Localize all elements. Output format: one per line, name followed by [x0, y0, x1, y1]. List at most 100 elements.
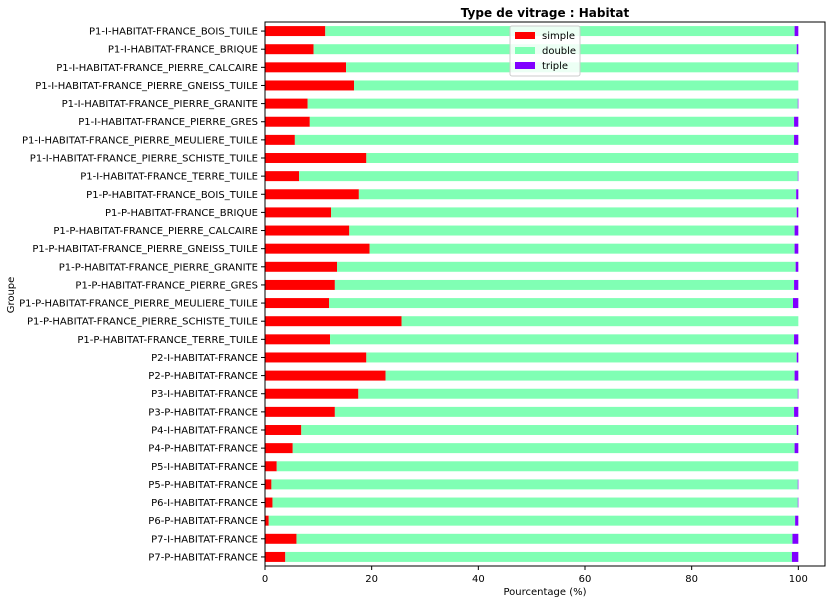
bar-triple-6: [794, 134, 799, 145]
bar-triple-28: [792, 533, 799, 544]
x-tick-label-1: 20: [365, 574, 378, 585]
x-axis-title: Pourcentage (%): [503, 587, 586, 598]
bar-double-6: [294, 134, 795, 145]
bar-double-16: [401, 316, 799, 327]
bar-triple-17: [794, 334, 799, 345]
y-tick-label-20: P3-I-HABITAT-FRANCE: [151, 389, 258, 400]
bar-simple-23: [265, 443, 293, 454]
bar-simple-16: [265, 316, 402, 327]
bar-simple-20: [265, 388, 359, 399]
x-tick-label-0: 0: [262, 574, 268, 585]
x-tick-label-2: 40: [472, 574, 485, 585]
bar-simple-21: [265, 406, 335, 417]
y-axis-title: Groupe: [6, 277, 17, 314]
bar-simple-4: [265, 98, 308, 109]
bar-triple-1: [796, 44, 799, 55]
bar-double-18: [366, 352, 797, 363]
bar-simple-28: [265, 533, 297, 544]
bar-simple-18: [265, 352, 367, 363]
bar-simple-24: [265, 461, 277, 472]
y-tick-label-9: P1-P-HABITAT-FRANCE_BOIS_TUILE: [86, 190, 258, 201]
y-tick-label-4: P1-I-HABITAT-FRANCE_PIERRE_GRANITE: [62, 99, 258, 110]
bar-double-28: [296, 533, 793, 544]
bar-triple-9: [796, 189, 799, 200]
bar-simple-8: [265, 171, 300, 182]
bar-triple-18: [796, 352, 799, 363]
bar-double-10: [331, 207, 797, 218]
y-tick-label-14: P1-P-HABITAT-FRANCE_PIERRE_GRES: [75, 280, 258, 291]
chart-title: Type de vitrage : Habitat: [461, 6, 630, 20]
x-tick-label-5: 100: [789, 574, 808, 585]
bar-simple-9: [265, 189, 359, 200]
legend-label-simple: simple: [542, 31, 575, 42]
bar-triple-12: [794, 243, 799, 254]
bar-triple-27: [795, 515, 799, 526]
bar-double-21: [334, 406, 795, 417]
bar-double-23: [292, 443, 795, 454]
bar-simple-1: [265, 44, 314, 55]
x-tick-label-3: 60: [579, 574, 592, 585]
bar-simple-17: [265, 334, 331, 345]
bar-double-24: [276, 461, 799, 472]
bar-triple-23: [794, 443, 799, 454]
bar-triple-25: [797, 479, 799, 490]
plot-area-frame: [264, 21, 826, 567]
bar-triple-11: [794, 225, 799, 236]
y-tick-label-13: P1-P-HABITAT-FRANCE_PIERRE_GRANITE: [59, 262, 258, 273]
y-tick-label-18: P2-I-HABITAT-FRANCE: [151, 353, 258, 364]
bar-triple-20: [797, 388, 799, 399]
bar-simple-29: [265, 551, 286, 562]
y-tick-label-10: P1-P-HABITAT-FRANCE_BRIQUE: [105, 208, 258, 219]
bar-triple-4: [797, 98, 799, 109]
y-tick-label-25: P5-P-HABITAT-FRANCE: [148, 480, 258, 491]
y-tick-label-21: P3-P-HABITAT-FRANCE: [148, 407, 258, 418]
bar-triple-29: [791, 551, 799, 562]
bar-double-13: [337, 261, 796, 272]
y-tick-label-22: P4-I-HABITAT-FRANCE: [151, 426, 258, 437]
bar-triple-13: [795, 261, 799, 272]
bar-simple-25: [265, 479, 272, 490]
bar-double-14: [334, 279, 795, 290]
x-axis-ticks: 0 20 40 60 80 100: [262, 566, 808, 585]
bar-double-27: [268, 515, 796, 526]
y-tick-label-11: P1-P-HABITAT-FRANCE_PIERRE_CALCAIRE: [53, 226, 258, 237]
y-tick-label-12: P1-P-HABITAT-FRANCE_PIERRE_GNEISS_TUILE: [32, 244, 258, 255]
bar-triple-10: [796, 207, 799, 218]
bar-simple-10: [265, 207, 332, 218]
y-tick-label-16: P1-P-HABITAT-FRANCE_PIERRE_SCHISTE_TUILE: [27, 317, 258, 328]
bar-simple-26: [265, 497, 273, 508]
y-tick-label-15: P1-P-HABITAT-FRANCE_PIERRE_MEULIERE_TUIL…: [19, 299, 258, 310]
bar-double-5: [309, 116, 795, 127]
bar-simple-19: [265, 370, 386, 381]
bar-double-3: [354, 80, 799, 91]
y-tick-label-7: P1-I-HABITAT-FRANCE_PIERRE_SCHISTE_TUILE: [30, 154, 258, 165]
bar-simple-14: [265, 279, 335, 290]
bar-double-22: [301, 425, 797, 435]
bar-double-12: [369, 243, 795, 254]
bar-simple-0: [265, 26, 326, 37]
y-tick-label-28: P7-I-HABITAT-FRANCE: [151, 534, 258, 545]
y-tick-label-17: P1-P-HABITAT-FRANCE_TERRE_TUILE: [77, 335, 258, 346]
bar-triple-8: [797, 171, 799, 182]
bar-triple-0: [794, 26, 799, 37]
legend-label-triple: triple: [542, 61, 568, 72]
bar-double-17: [330, 334, 795, 345]
bar-triple-2: [797, 62, 799, 73]
y-tick-label-2: P1-I-HABITAT-FRANCE_PIERRE_CALCAIRE: [56, 63, 258, 74]
bar-simple-3: [265, 80, 355, 91]
y-tick-label-3: P1-I-HABITAT-FRANCE_PIERRE_GNEISS_TUILE: [35, 81, 258, 92]
y-tick-label-26: P6-I-HABITAT-FRANCE: [151, 498, 258, 509]
legend-swatch-double: [515, 47, 535, 54]
y-tick-label-6: P1-I-HABITAT-FRANCE_PIERRE_MEULIERE_TUIL…: [22, 135, 258, 146]
bar-double-15: [329, 298, 793, 309]
bar-triple-19: [794, 370, 799, 381]
y-tick-label-0: P1-I-HABITAT-FRANCE_BOIS_TUILE: [89, 27, 258, 38]
bar-simple-7: [265, 153, 367, 163]
bar-double-26: [272, 497, 798, 508]
y-tick-label-29: P7-P-HABITAT-FRANCE: [148, 552, 258, 563]
bar-triple-15: [793, 298, 799, 309]
y-tick-label-5: P1-I-HABITAT-FRANCE_PIERRE_GRES: [78, 117, 258, 128]
bar-double-29: [285, 551, 792, 562]
bar-simple-5: [265, 116, 310, 127]
